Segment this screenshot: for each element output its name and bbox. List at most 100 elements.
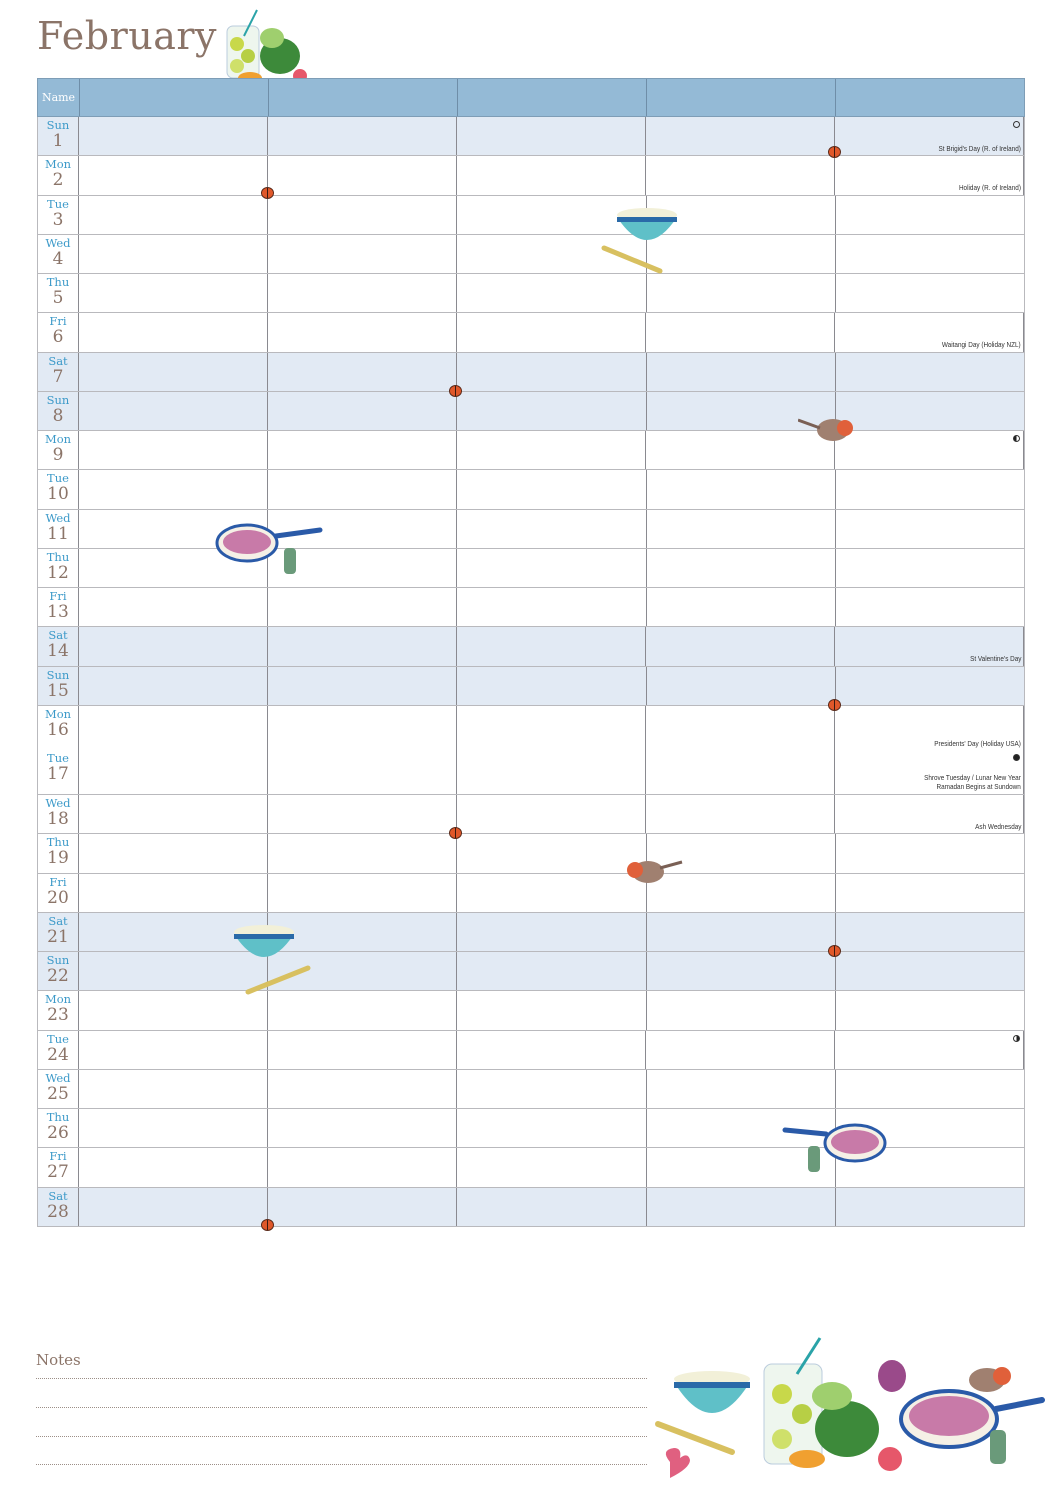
entry-cell[interactable]	[457, 1148, 647, 1187]
entry-cell[interactable]	[79, 794, 268, 834]
entry-cell[interactable]	[268, 834, 458, 873]
entry-cell[interactable]	[268, 1148, 458, 1187]
entry-cell[interactable]	[268, 548, 458, 588]
entry-cell[interactable]	[268, 705, 457, 751]
entry-cell[interactable]	[79, 834, 269, 873]
entry-cell[interactable]	[457, 509, 647, 548]
entry-cell[interactable]	[79, 156, 268, 195]
entry-cell[interactable]	[457, 794, 646, 834]
name-column-4[interactable]	[647, 79, 836, 116]
entry-cell[interactable]	[836, 196, 1024, 234]
notes-line[interactable]	[36, 1464, 647, 1465]
entry-cell[interactable]	[79, 391, 269, 431]
entry-cell[interactable]	[268, 952, 458, 991]
entry-cell[interactable]	[457, 952, 647, 991]
entry-cell[interactable]	[268, 352, 458, 391]
name-column-1[interactable]	[80, 79, 269, 116]
entry-cell[interactable]	[836, 834, 1024, 872]
entry-cell[interactable]	[646, 627, 835, 666]
entry-cell[interactable]	[79, 1148, 269, 1187]
entry-cell[interactable]	[647, 195, 836, 234]
entry-cell[interactable]	[647, 509, 836, 548]
entry-cell[interactable]	[268, 431, 457, 470]
entry-cell[interactable]	[647, 588, 836, 627]
entry-cell[interactable]	[646, 117, 835, 156]
entry-cell[interactable]	[457, 313, 646, 352]
entry-cell[interactable]	[647, 274, 836, 313]
entry-cell[interactable]	[836, 470, 1024, 508]
entry-cell[interactable]	[646, 431, 835, 470]
entry-cell[interactable]	[836, 588, 1024, 626]
entry-cell[interactable]	[79, 666, 269, 705]
entry-cell[interactable]	[457, 156, 646, 195]
notes-line[interactable]	[36, 1378, 647, 1379]
entry-cell[interactable]	[79, 627, 268, 666]
entry-cell[interactable]	[457, 352, 647, 391]
entry-cell[interactable]	[836, 392, 1024, 430]
entry-cell[interactable]	[457, 750, 646, 794]
entry-cell[interactable]	[647, 1069, 836, 1109]
entry-cell[interactable]	[836, 667, 1024, 705]
entry-cell[interactable]	[835, 156, 1024, 195]
entry-cell[interactable]	[835, 1030, 1024, 1069]
entry-cell[interactable]	[268, 313, 457, 352]
entry-cell[interactable]	[836, 235, 1024, 273]
name-column-2[interactable]	[269, 79, 458, 116]
entry-cell[interactable]	[457, 912, 647, 952]
entry-cell[interactable]	[268, 991, 458, 1030]
entry-cell[interactable]	[79, 873, 269, 912]
entry-cell[interactable]	[268, 750, 457, 794]
notes-line[interactable]	[36, 1436, 647, 1437]
entry-cell[interactable]	[457, 117, 646, 156]
entry-cell[interactable]	[835, 431, 1024, 470]
entry-cell[interactable]	[647, 1148, 836, 1187]
entry-cell[interactable]	[646, 750, 835, 794]
entry-cell[interactable]	[647, 391, 836, 431]
entry-cell[interactable]	[836, 274, 1024, 312]
entry-cell[interactable]	[79, 1187, 269, 1226]
entry-cell[interactable]	[836, 549, 1024, 587]
entry-cell[interactable]	[457, 588, 647, 627]
entry-cell[interactable]	[646, 794, 835, 834]
entry-cell[interactable]	[79, 952, 269, 991]
entry-cell[interactable]	[268, 1109, 458, 1148]
entry-cell[interactable]	[835, 705, 1024, 751]
entry-cell[interactable]	[79, 588, 269, 627]
entry-cell[interactable]	[268, 627, 457, 666]
name-column-5[interactable]	[836, 79, 1024, 116]
entry-cell[interactable]	[79, 234, 269, 274]
entry-cell[interactable]	[836, 1070, 1024, 1108]
entry-cell[interactable]	[457, 873, 647, 912]
entry-cell[interactable]	[268, 588, 458, 627]
entry-cell[interactable]	[79, 1069, 269, 1109]
entry-cell[interactable]	[646, 705, 835, 751]
entry-cell[interactable]	[647, 1187, 836, 1226]
entry-cell[interactable]	[647, 234, 836, 274]
entry-cell[interactable]	[79, 1030, 268, 1069]
entry-cell[interactable]	[647, 352, 836, 391]
notes-line[interactable]	[36, 1407, 647, 1408]
entry-cell[interactable]	[268, 234, 458, 274]
entry-cell[interactable]	[268, 156, 457, 195]
entry-cell[interactable]	[457, 274, 647, 313]
entry-cell[interactable]	[457, 234, 647, 274]
entry-cell[interactable]	[835, 117, 1024, 156]
entry-cell[interactable]	[268, 1187, 458, 1226]
entry-cell[interactable]	[79, 313, 268, 352]
entry-cell[interactable]	[647, 873, 836, 912]
entry-cell[interactable]	[647, 952, 836, 991]
entry-cell[interactable]	[79, 431, 268, 470]
entry-cell[interactable]	[457, 391, 647, 431]
entry-cell[interactable]	[268, 794, 457, 834]
entry-cell[interactable]	[79, 470, 269, 509]
entry-cell[interactable]	[79, 1109, 269, 1148]
entry-cell[interactable]	[646, 1030, 835, 1069]
entry-cell[interactable]	[79, 548, 269, 588]
entry-cell[interactable]	[647, 470, 836, 509]
entry-cell[interactable]	[835, 794, 1024, 834]
entry-cell[interactable]	[457, 1069, 647, 1109]
entry-cell[interactable]	[79, 117, 268, 156]
entry-cell[interactable]	[268, 274, 458, 313]
entry-cell[interactable]	[268, 1069, 458, 1109]
entry-cell[interactable]	[268, 873, 458, 912]
